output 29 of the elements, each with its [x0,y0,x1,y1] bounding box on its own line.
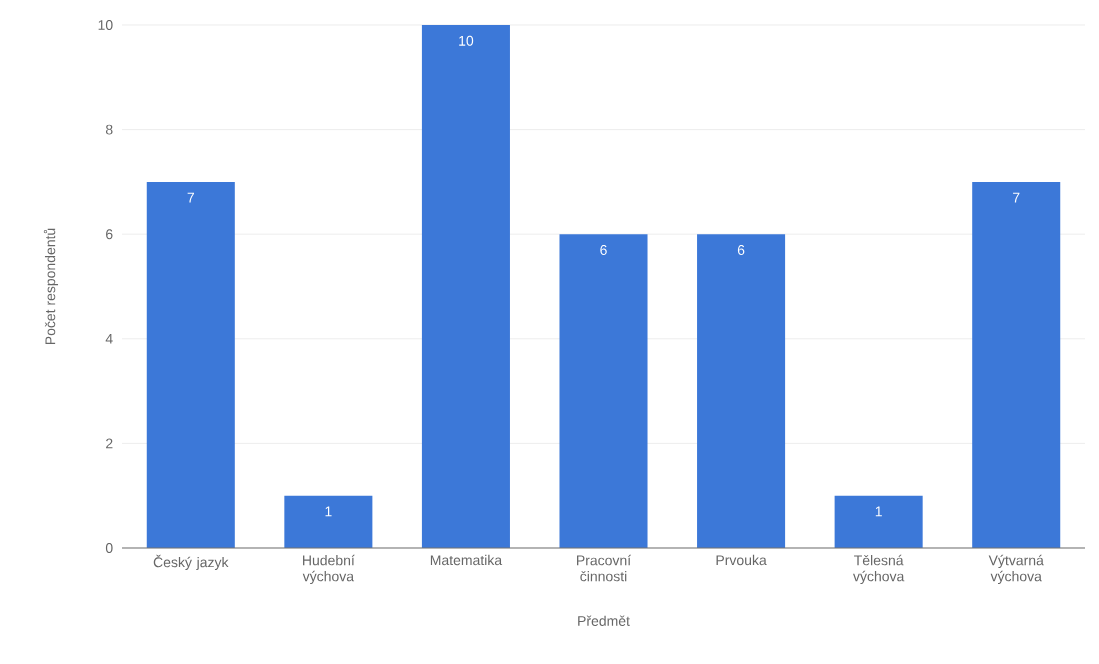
data-label: 7 [187,192,194,203]
data-label: 7 [1013,192,1020,203]
x-tick-label: Tělesná výchova [853,554,905,585]
bar [146,181,235,548]
bar [284,495,373,548]
data-label: 1 [325,506,332,517]
bar [972,181,1061,548]
y-axis-title: Počet respondentů [43,228,59,345]
y-tick-label: 0 [105,543,113,553]
y-tick-label: 6 [106,229,113,240]
x-tick-label: Český jazyk [153,554,229,570]
data-label: 10 [459,35,474,46]
x-tick-label: Hudební výchova [302,554,355,585]
x-axis-title: Předmět [578,615,630,626]
y-tick-label: 8 [105,124,113,135]
bar [834,495,923,548]
data-label: 6 [737,245,745,255]
y-tick-label: 2 [106,438,113,449]
bar [559,234,648,548]
x-tick-label: Prvouka [716,554,767,566]
data-label: 6 [600,245,607,255]
y-tick-label: 10 [98,20,113,30]
y-tick-label: 4 [105,333,113,344]
x-tick-label: Výtvarná výchova [988,554,1044,585]
bar [421,25,510,548]
data-label: 1 [875,506,882,517]
x-tick-label: Matematika [430,554,503,566]
x-tick-label: Pracovní činnosti [577,554,632,582]
bar [697,234,786,548]
